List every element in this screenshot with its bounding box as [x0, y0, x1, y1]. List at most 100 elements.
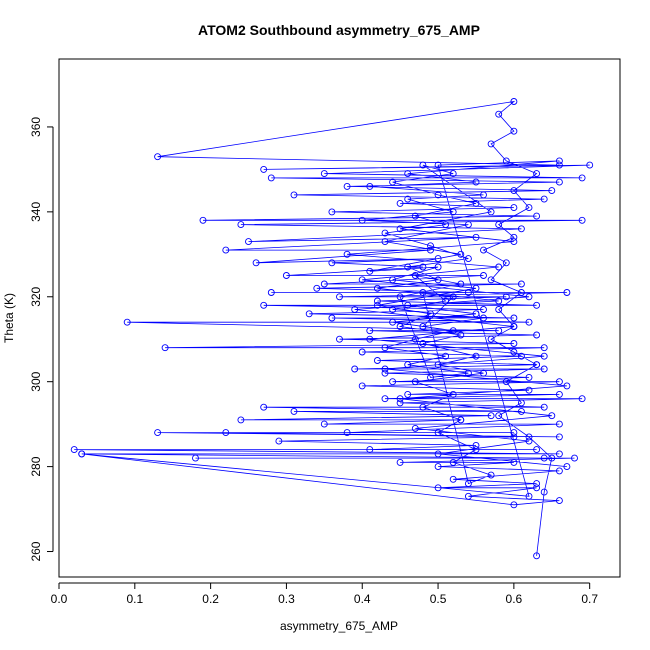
- data-point: [396, 399, 404, 407]
- data-point: [245, 238, 252, 246]
- data-point: [495, 297, 503, 305]
- data-point: [480, 306, 487, 313]
- data-point: [237, 416, 245, 424]
- data-point: [396, 395, 404, 403]
- data-point: [123, 318, 131, 326]
- y-tick-label: 340: [29, 202, 43, 222]
- data-point: [502, 157, 510, 165]
- data-point: [540, 344, 548, 352]
- data-point: [472, 284, 480, 292]
- data-point: [389, 378, 397, 386]
- data-point: [381, 238, 389, 246]
- data-point: [510, 348, 518, 356]
- data-point: [411, 378, 419, 386]
- data-point: [578, 174, 586, 182]
- x-tick-label: 0.3: [278, 592, 295, 606]
- data-point: [427, 246, 434, 254]
- data-point: [78, 450, 86, 458]
- data-point: [336, 293, 343, 301]
- data-point: [525, 386, 533, 394]
- data-point: [396, 225, 404, 233]
- data-point: [502, 259, 510, 267]
- data-point: [419, 323, 427, 330]
- data-point: [154, 153, 162, 161]
- data-point: [427, 310, 434, 318]
- data-point: [563, 289, 571, 296]
- data-point: [252, 259, 260, 267]
- data-point: [373, 284, 381, 292]
- data-point: [373, 301, 381, 309]
- data-point: [267, 174, 275, 182]
- data-point: [495, 221, 503, 229]
- data-point: [389, 178, 397, 186]
- data-point: [487, 208, 495, 216]
- data-point: [161, 344, 169, 352]
- data-point: [343, 250, 351, 258]
- data-point: [510, 433, 518, 441]
- chart-title: ATOM2 Southbound asymmetry_675_AMP: [198, 22, 480, 38]
- data-point: [434, 161, 442, 169]
- data-point: [449, 208, 457, 216]
- data-point: [502, 293, 510, 301]
- data-point: [373, 297, 381, 305]
- data-point: [192, 454, 199, 462]
- data-point: [510, 233, 518, 241]
- y-tick-label: 260: [29, 541, 43, 561]
- data-point: [260, 301, 268, 309]
- data-point: [464, 221, 472, 229]
- x-axis: 0.0 0.1 0.2 0.3 0.4 0.5 0.6 0.7: [51, 582, 598, 606]
- data-point: [555, 433, 563, 441]
- data-point: [404, 263, 412, 271]
- data-point: [487, 412, 495, 420]
- data-point: [517, 289, 525, 296]
- data-point: [571, 454, 578, 462]
- data-point: [343, 429, 351, 437]
- data-point: [533, 552, 541, 560]
- data-point: [389, 306, 397, 313]
- data-point: [555, 378, 563, 386]
- data-point: [282, 272, 290, 279]
- data-point: [540, 488, 548, 496]
- y-tick-label: 280: [29, 456, 43, 476]
- data-point: [548, 187, 556, 195]
- data-point: [540, 454, 548, 462]
- x-tick-label: 0.4: [354, 592, 371, 606]
- data-point: [404, 301, 412, 309]
- data-point: [517, 399, 525, 407]
- data-point: [381, 229, 389, 237]
- data-point: [487, 471, 495, 479]
- data-point: [533, 212, 541, 220]
- data-point: [442, 221, 450, 229]
- data-point: [419, 403, 427, 411]
- series-line: [74, 100, 590, 556]
- data-point: [434, 276, 442, 284]
- data-point: [449, 327, 457, 335]
- x-axis-label: asymmetry_675_AMP: [280, 619, 398, 633]
- data-point: [336, 335, 343, 343]
- data-point: [563, 463, 571, 471]
- data-point: [472, 352, 480, 360]
- data-point: [510, 340, 518, 347]
- data-point: [495, 263, 503, 271]
- data-point: [510, 238, 518, 246]
- data-point: [517, 280, 525, 288]
- data-point: [389, 318, 397, 326]
- data-point: [343, 182, 351, 190]
- data-point: [487, 335, 495, 343]
- data-point: [442, 297, 450, 305]
- data-point: [290, 191, 298, 199]
- data-point: [495, 306, 503, 313]
- data-point: [427, 242, 434, 250]
- data-point: [555, 467, 563, 475]
- data-point: [540, 352, 548, 360]
- data-point: [419, 289, 427, 296]
- data-point: [533, 170, 541, 178]
- data-point: [510, 323, 518, 330]
- data-point: [472, 199, 480, 207]
- data-point: [525, 293, 533, 301]
- data-point: [199, 216, 207, 224]
- data-point: [495, 327, 503, 335]
- data-point: [510, 458, 518, 466]
- data-point: [411, 424, 419, 432]
- data-point: [464, 480, 472, 488]
